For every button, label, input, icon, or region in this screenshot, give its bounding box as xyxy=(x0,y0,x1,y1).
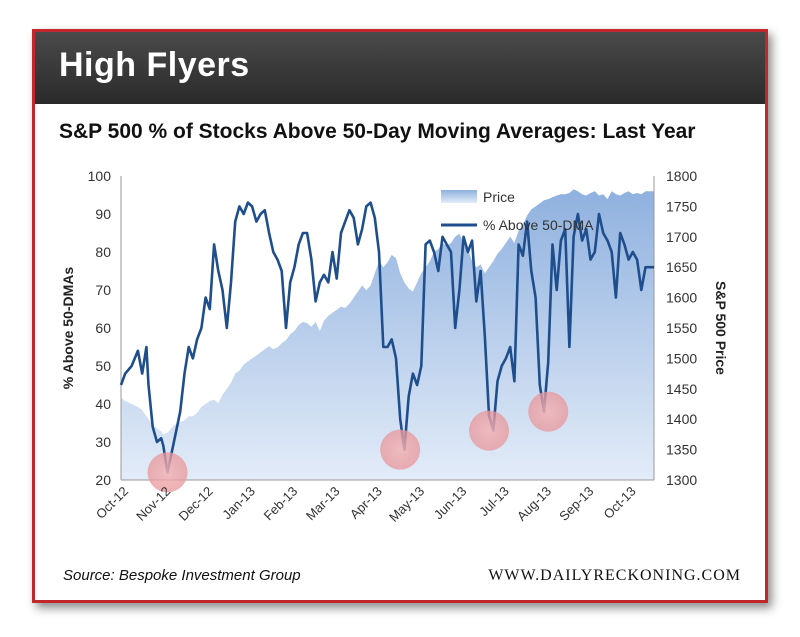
x-tick-label: Oct-13 xyxy=(601,484,639,522)
x-tick-label: Aug-13 xyxy=(514,484,554,524)
y-tick-label: 70 xyxy=(95,282,111,298)
x-tick-label: May-13 xyxy=(386,484,427,525)
site-url: WWW.DAILYRECKONING.COM xyxy=(488,567,741,584)
source-note: Source: Bespoke Investment Group xyxy=(63,567,301,584)
y-tick-label: 50 xyxy=(95,358,111,374)
x-tick-label: Jun-13 xyxy=(431,484,470,523)
header-bar: High Flyers xyxy=(35,32,765,104)
legend-price-label: Price xyxy=(483,189,515,205)
x-tick-label: Jan-13 xyxy=(219,484,258,523)
chart-frame: High Flyers S&P 500 % of Stocks Above 50… xyxy=(32,29,768,603)
pct-above-50dma-line xyxy=(119,201,654,474)
legend-price-swatch xyxy=(441,190,477,203)
y2-tick-label: 1650 xyxy=(666,259,697,275)
y2-tick-label: 1800 xyxy=(666,168,697,184)
x-tick-label: Dec-12 xyxy=(175,484,215,524)
y-tick-label: 20 xyxy=(95,472,111,488)
y2-tick-label: 1600 xyxy=(666,290,697,306)
x-tick-label: Jul-13 xyxy=(476,484,512,520)
x-tick-label: Mar-13 xyxy=(303,484,343,524)
y2-tick-label: 1400 xyxy=(666,411,697,427)
x-tick-label: Nov-12 xyxy=(133,484,173,524)
y-tick-label: 80 xyxy=(95,244,111,260)
low-highlight-circle xyxy=(528,391,569,432)
legend-line-label: % Above 50-DMA xyxy=(483,217,594,233)
low-highlight-circle xyxy=(380,429,421,470)
low-highlight-circle xyxy=(147,452,188,493)
y-tick-label: 60 xyxy=(95,320,111,336)
y2-tick-label: 1700 xyxy=(666,229,697,245)
low-highlight-circle xyxy=(469,410,510,451)
x-tick-label: Sep-13 xyxy=(556,484,596,524)
y2-tick-label: 1300 xyxy=(666,472,697,488)
y-tick-label: 90 xyxy=(95,206,111,222)
y2-tick-label: 1550 xyxy=(666,320,697,336)
chart-title: S&P 500 % of Stocks Above 50-Day Moving … xyxy=(59,120,696,143)
y2-tick-label: 1750 xyxy=(666,198,697,214)
y2-tick-label: 1450 xyxy=(666,381,697,397)
y-tick-label: 40 xyxy=(95,396,111,412)
y2-tick-label: 1350 xyxy=(666,442,697,458)
y-axis-label: % Above 50-DMAs xyxy=(60,267,76,390)
y2-tick-label: 1500 xyxy=(666,350,697,366)
header-title: High Flyers xyxy=(59,46,250,84)
x-tick-label: Apr-13 xyxy=(347,484,385,522)
y2-axis-label: S&P 500 Price xyxy=(713,281,729,375)
y-tick-label: 100 xyxy=(88,168,112,184)
price-area xyxy=(121,189,654,480)
y-tick-label: 30 xyxy=(95,434,111,450)
chart-svg: 100 90 80 70 60 50 40 30 20 1800 1750 1700 1650 1600 1… xyxy=(60,168,729,525)
x-tick-label: Oct-12 xyxy=(93,484,131,522)
x-tick-label: Feb-13 xyxy=(261,484,301,524)
